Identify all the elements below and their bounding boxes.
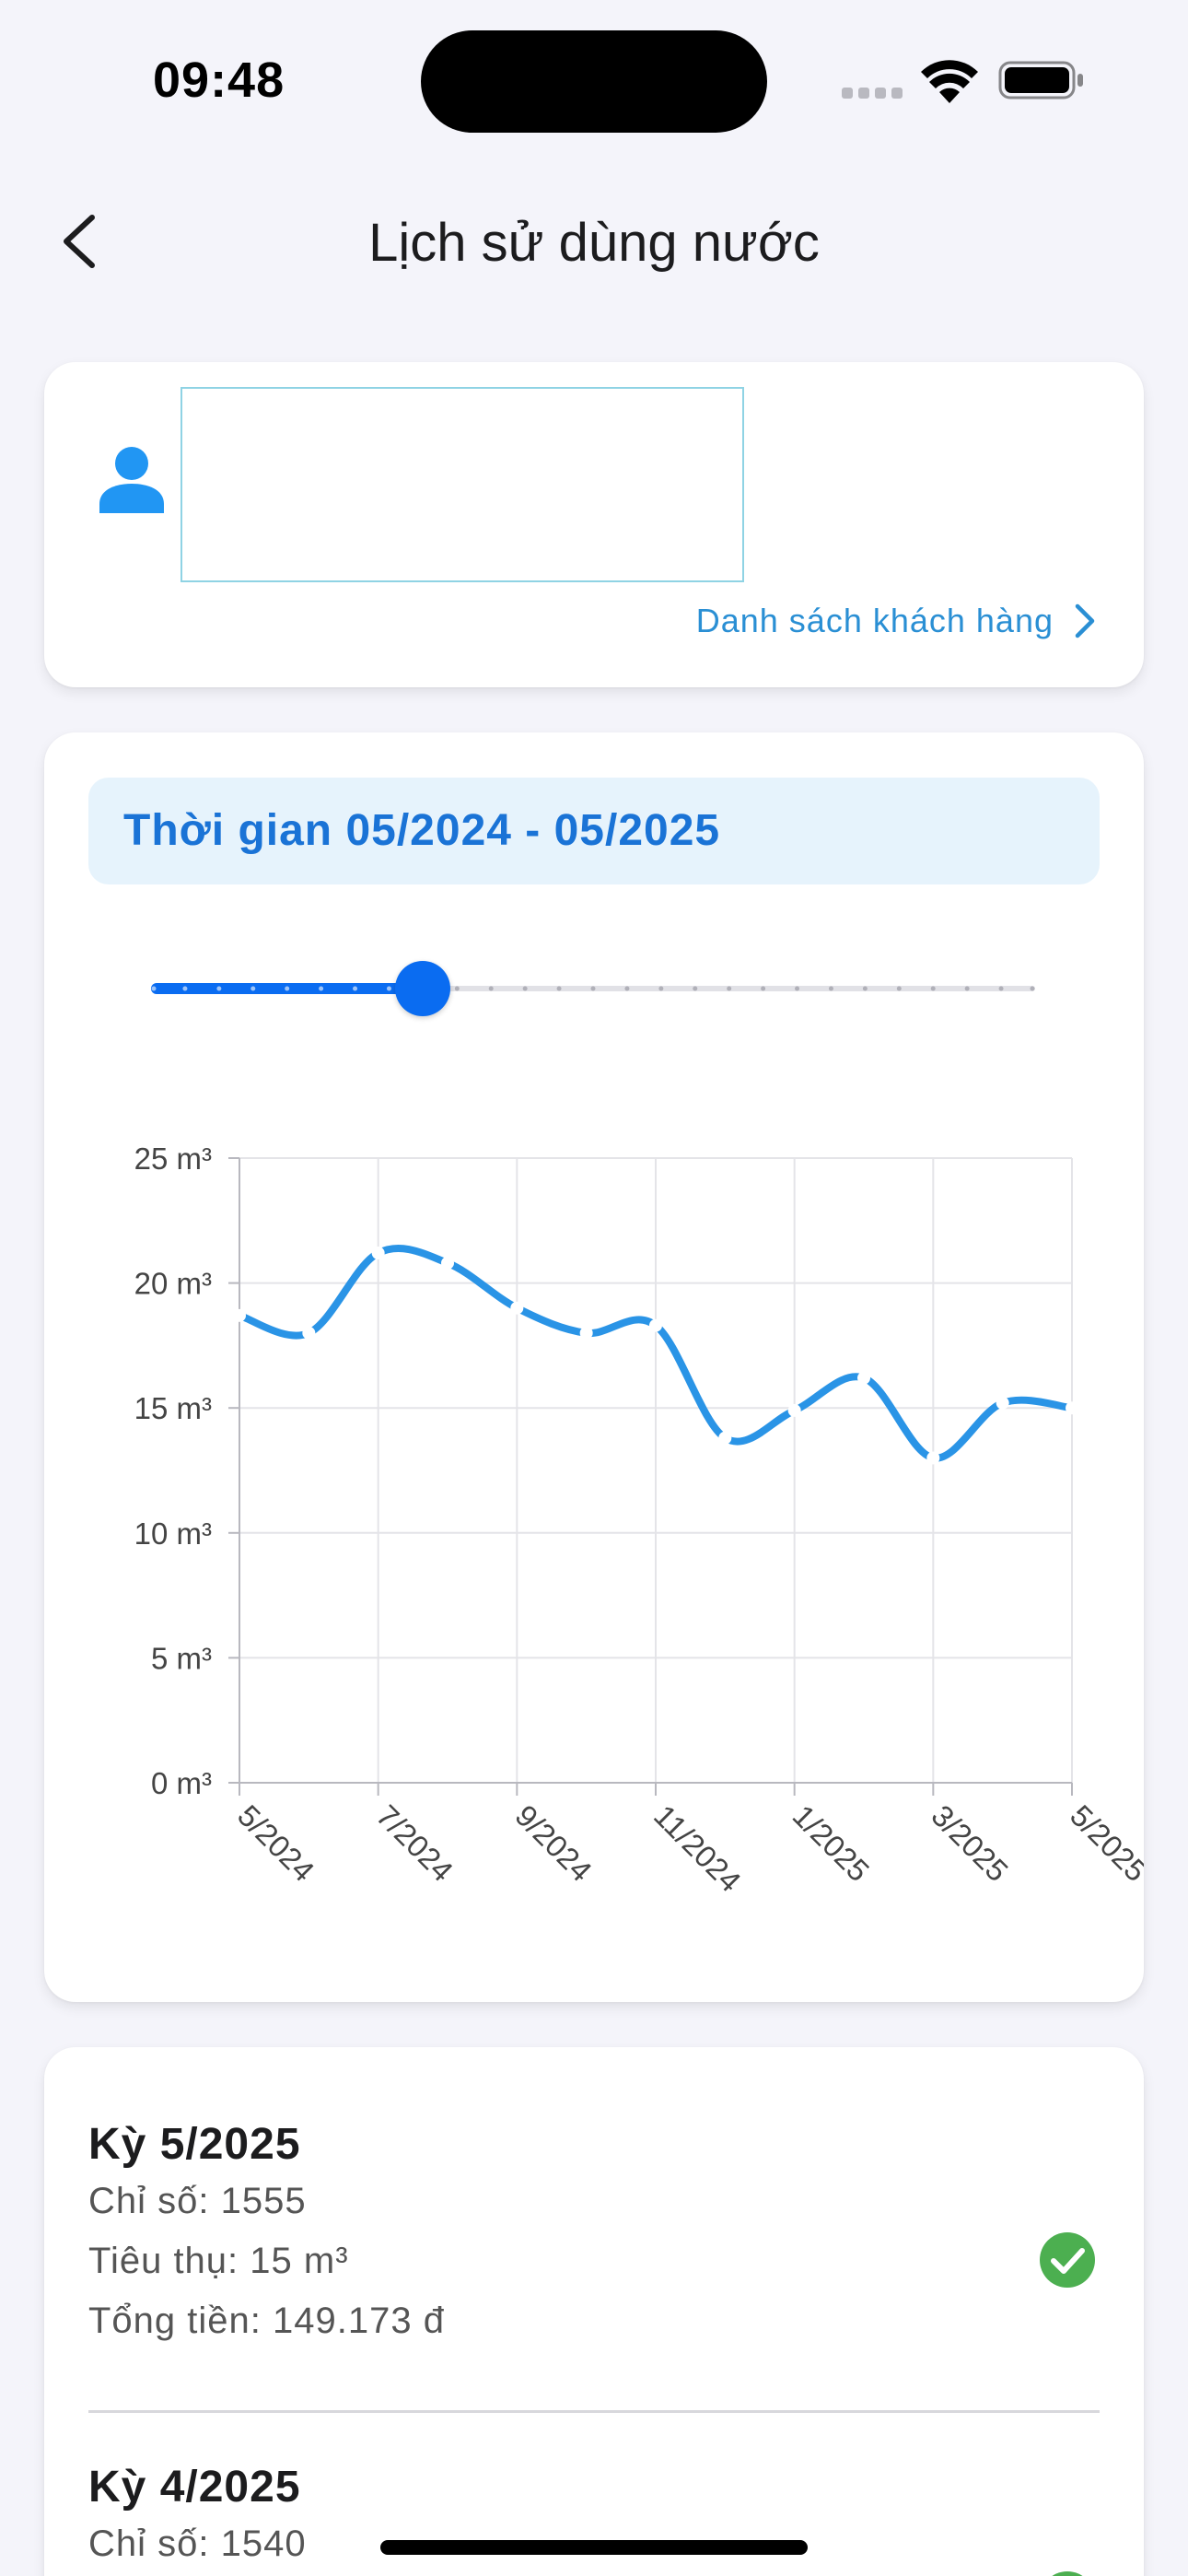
period-header: Thời gian 05/2024 - 05/2025 <box>88 778 1100 884</box>
y-axis-ticks: 0 m³ 5 m³ 10 m³ 15 m³ 20 m³ 25 m³ <box>134 1142 239 1800</box>
dynamic-island <box>421 30 767 133</box>
slider-ticks <box>151 986 1035 991</box>
x-axis-ticks: 5/2024 7/2024 9/2024 11/2024 1/2025 3/2025 5/2… <box>231 1783 1144 1899</box>
meter-index: Chỉ số: 1555 <box>88 2181 307 2221</box>
customer-card: Danh sách khách hàng <box>44 362 1144 687</box>
x-tick-label: 9/2024 <box>508 1798 599 1889</box>
data-point <box>718 1431 732 1445</box>
y-tick-label: 15 m³ <box>134 1391 212 1425</box>
page-title: Lịch sử dùng nước <box>368 213 820 273</box>
data-point <box>302 1326 316 1340</box>
status-time: 09:48 <box>153 53 285 108</box>
chevron-right-icon <box>1075 603 1095 638</box>
slider-tick <box>386 986 391 991</box>
wifi-icon <box>921 60 978 103</box>
home-indicator <box>380 2540 808 2555</box>
slider-tick <box>522 986 528 991</box>
slider-tick <box>353 986 358 991</box>
slider-tick <box>590 986 596 991</box>
data-point <box>1066 1401 1078 1415</box>
data-point <box>371 1247 385 1260</box>
status-bar: 09:48 <box>0 0 1188 157</box>
slider-tick <box>1030 986 1035 991</box>
x-tick-label: 1/2025 <box>786 1798 877 1889</box>
paid-check-icon <box>1040 2232 1095 2288</box>
slider-tick <box>761 986 766 991</box>
history-list-card: Kỳ 5/2025 Chỉ số: 1555 Tiêu thụ: 15 m³ T… <box>44 2047 1144 2576</box>
slider-tick <box>556 986 562 991</box>
customer-info-box[interactable] <box>181 387 744 582</box>
divider <box>88 2410 1100 2413</box>
slider-tick <box>624 986 630 991</box>
total-amount: Tổng tiền: 149.173 đ <box>88 2301 445 2341</box>
person-icon <box>99 447 164 513</box>
x-tick-label: 5/2025 <box>1064 1798 1144 1889</box>
data-point <box>649 1318 662 1332</box>
slider-tick <box>828 986 833 991</box>
data-point <box>857 1371 870 1385</box>
chart-series <box>233 1244 1078 1465</box>
x-tick-label: 3/2025 <box>925 1798 1015 1889</box>
y-tick-label: 10 m³ <box>134 1516 212 1551</box>
slider-tick <box>151 986 157 991</box>
meter-index: Chỉ số: 1540 <box>88 2523 307 2564</box>
list-item[interactable]: Kỳ 5/2025 Chỉ số: 1555 Tiêu thụ: 15 m³ T… <box>88 2119 1100 2342</box>
chart-grid <box>239 1157 1073 1783</box>
x-tick-label: 7/2024 <box>370 1798 460 1889</box>
back-button[interactable] <box>52 210 111 273</box>
period-title: Kỳ 4/2025 <box>88 2463 301 2512</box>
paid-check-icon <box>1052 2571 1083 2576</box>
slider-tick <box>795 986 800 991</box>
x-tick-label: 11/2024 <box>647 1798 748 1899</box>
cellular-signal-icon <box>842 88 904 99</box>
y-tick-label: 5 m³ <box>151 1641 212 1675</box>
slider-tick <box>964 986 970 991</box>
data-point <box>787 1403 801 1417</box>
list-item[interactable]: Kỳ 4/2025 Chỉ số: 1540 <box>88 2462 1100 2576</box>
slider-tick <box>454 986 460 991</box>
data-point <box>441 1256 454 1270</box>
y-tick-label: 0 m³ <box>151 1766 212 1800</box>
slider-tick <box>488 986 494 991</box>
x-tick-label: 5/2024 <box>231 1798 321 1889</box>
slider-tick <box>727 986 732 991</box>
slider-tick <box>216 986 222 991</box>
slider-tick <box>693 986 698 991</box>
slider-tick <box>182 986 188 991</box>
period-slider[interactable] <box>151 961 1035 1016</box>
slider-tick <box>896 986 902 991</box>
consumption: Tiêu thụ: 15 m³ <box>88 2241 349 2281</box>
slider-tick <box>930 986 936 991</box>
slider-tick <box>658 986 664 991</box>
slider-tick <box>319 986 324 991</box>
data-point <box>233 1308 246 1322</box>
nav-header: Lịch sử dùng nước <box>0 184 1188 299</box>
usage-line-chart: 0 m³ 5 m³ 10 m³ 15 m³ 20 m³ 25 m³ 5/2024 7/202… <box>134 1142 1144 1899</box>
slider-tick <box>285 986 290 991</box>
customer-list-link[interactable]: Danh sách khách hàng <box>696 602 1096 640</box>
customer-list-label: Danh sách khách hàng <box>695 602 1054 639</box>
data-point <box>926 1451 940 1465</box>
y-tick-label: 25 m³ <box>134 1142 212 1176</box>
battery-icon <box>998 61 1083 100</box>
data-point <box>996 1396 1009 1410</box>
slider-tick <box>998 986 1004 991</box>
y-tick-label: 20 m³ <box>134 1267 212 1301</box>
usage-chart-card: Thời gian 05/2024 - 05/2025 0 m³ 5 m³ 10 m… <box>44 732 1144 2002</box>
slider-tick <box>250 986 256 991</box>
data-point <box>510 1301 524 1315</box>
slider-thumb[interactable] <box>395 961 451 1016</box>
period-title: Kỳ 5/2025 <box>88 2120 301 2169</box>
period-label: Thời gian 05/2024 - 05/2025 <box>123 806 721 855</box>
slider-tick <box>862 986 868 991</box>
data-point <box>579 1326 593 1340</box>
